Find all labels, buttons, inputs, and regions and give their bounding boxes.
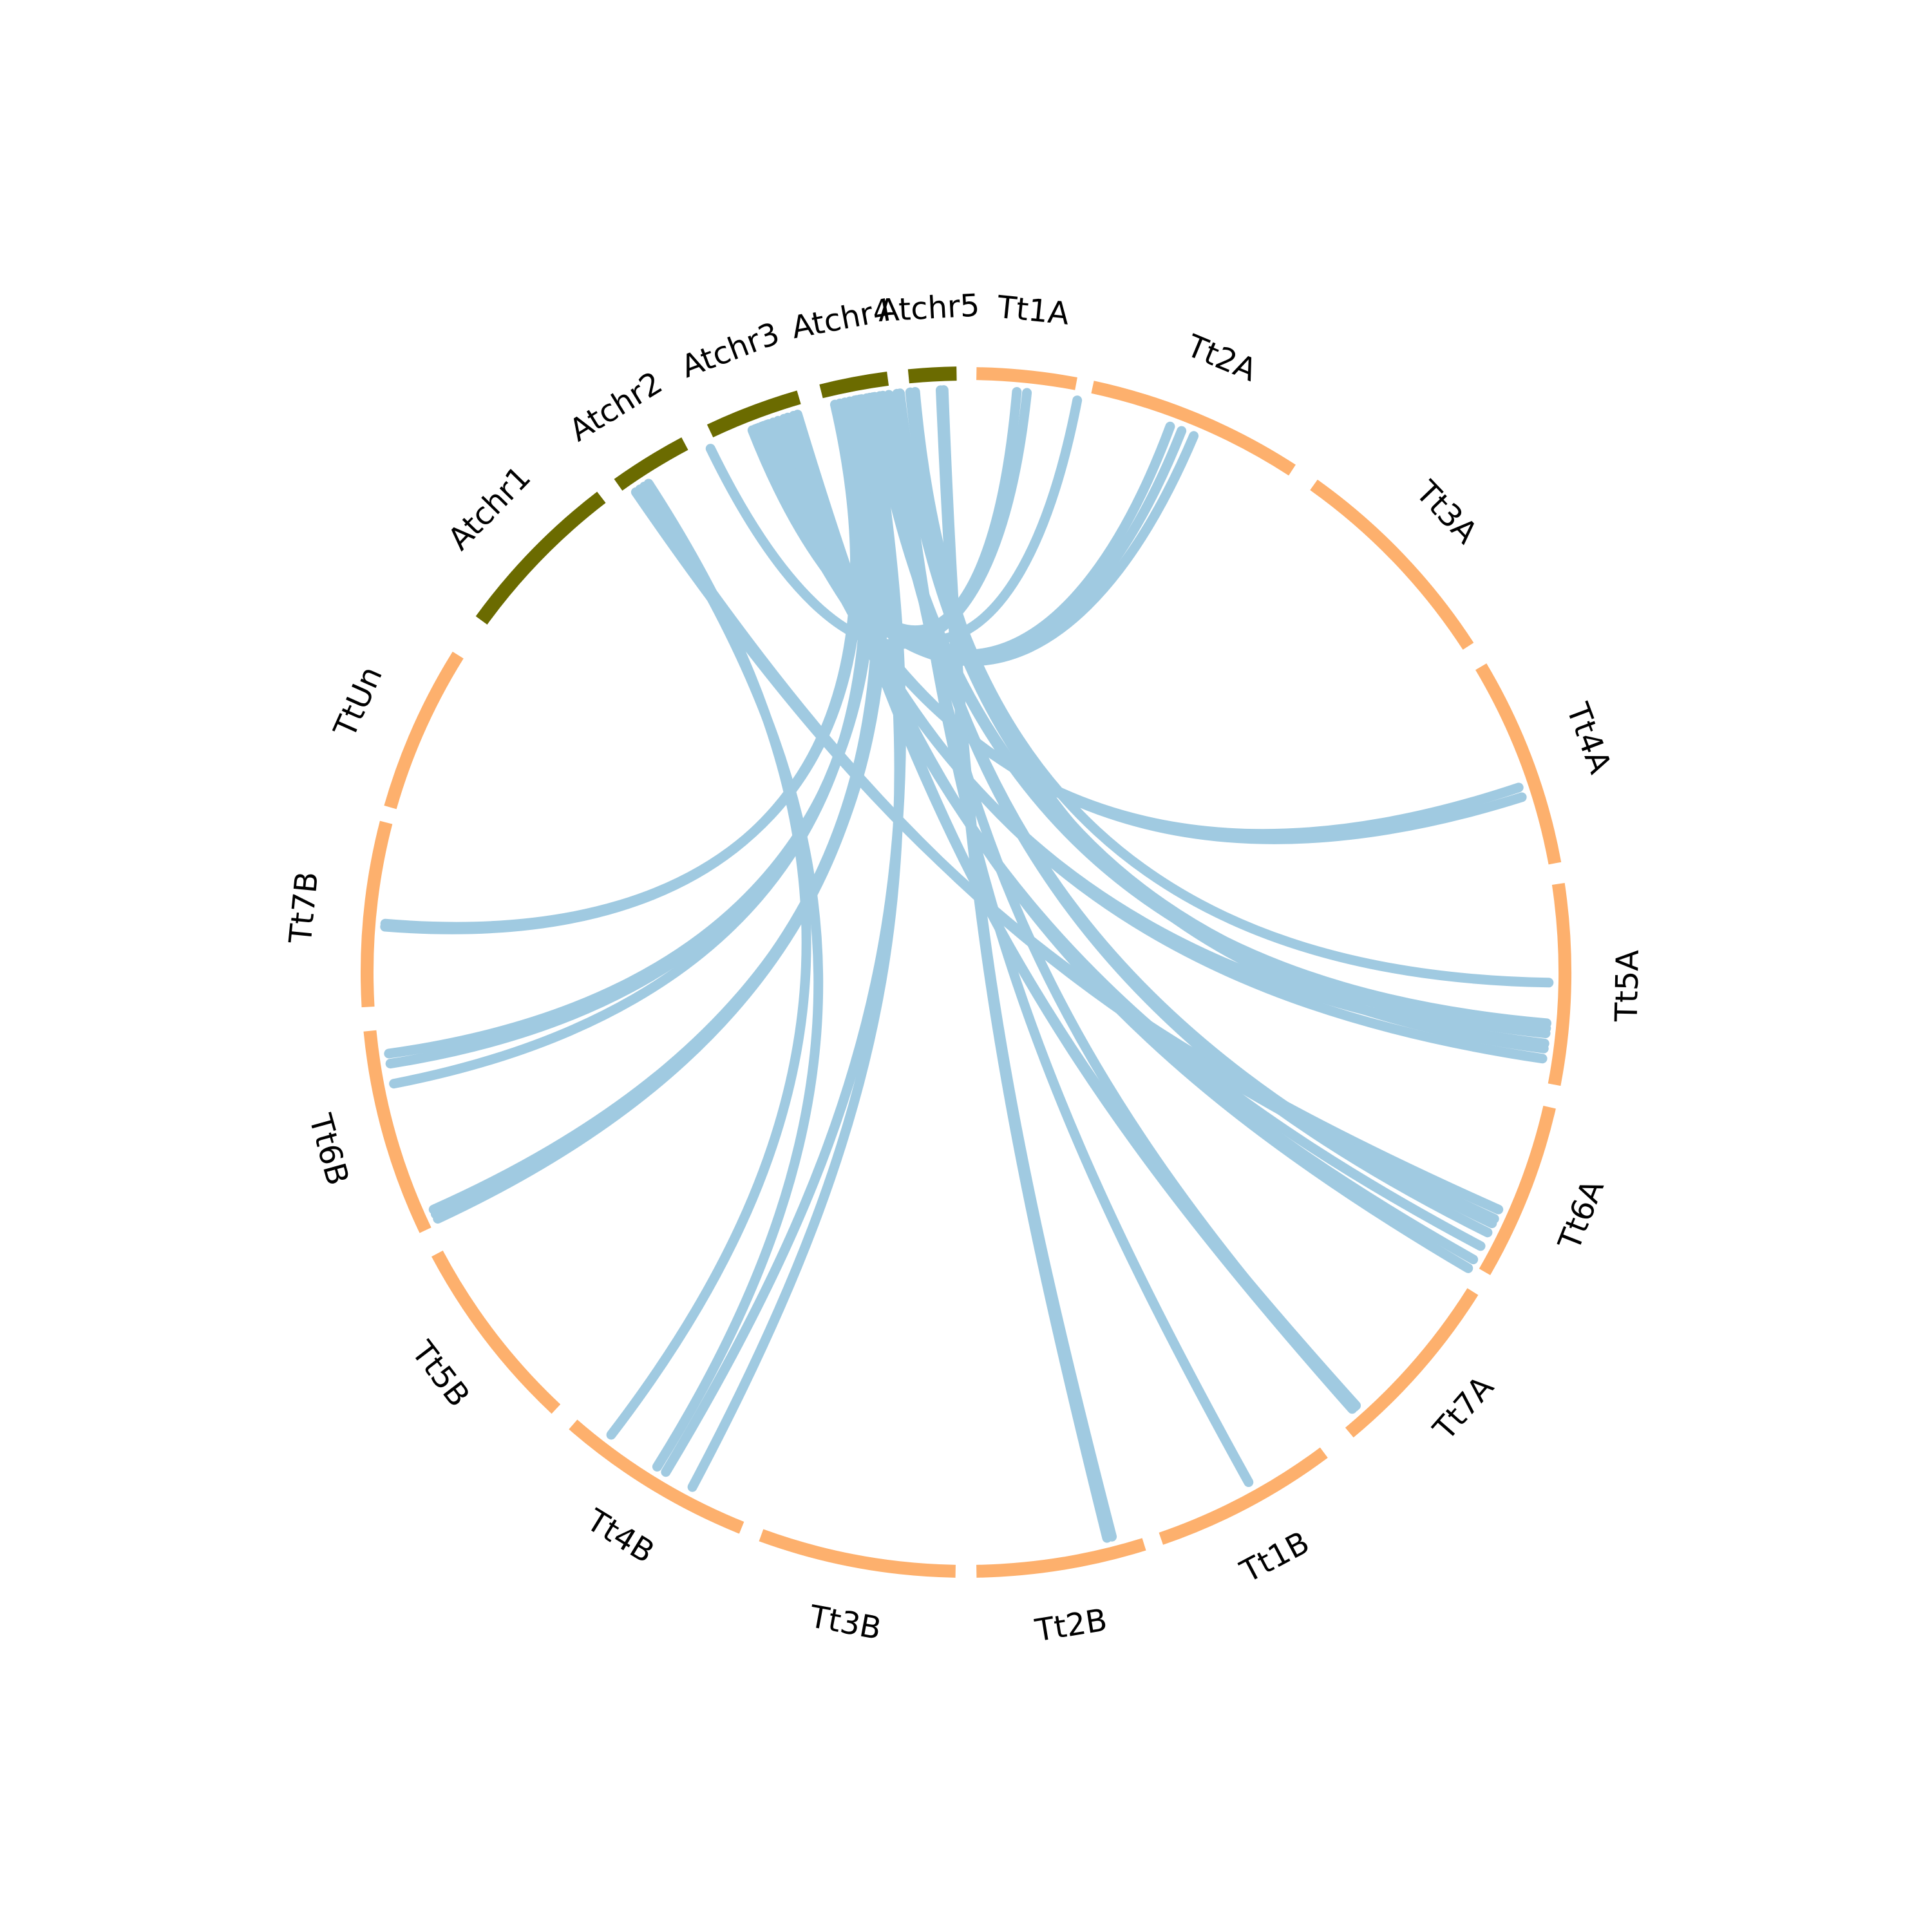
segment-Atchr5 [907, 366, 957, 384]
link-28 [661, 392, 907, 1477]
chromosome-ring [361, 366, 1571, 1578]
label-Atchr1: Atchr1 [441, 459, 538, 557]
label-TtUn: TtUn [327, 661, 390, 744]
label-Tt1B: Tt1B [1234, 1524, 1315, 1590]
label-Atchr2: Atchr2 [564, 365, 669, 449]
label-Tt7B: Tt7B [283, 870, 326, 946]
label-Tt3B: Tt3B [806, 1598, 884, 1647]
label-Atchr3: Atchr3 [676, 316, 784, 385]
label-Tt5A: Tt5A [1609, 949, 1646, 1023]
label-Tt2A: Tt2A [1181, 328, 1262, 389]
link-18 [639, 481, 824, 1472]
links-layer [380, 385, 1554, 1543]
segment-Tt3B [759, 1529, 956, 1578]
link-39 [938, 385, 1117, 1542]
segment-Tt2B [976, 1538, 1146, 1578]
segment-Tt4B [569, 1419, 744, 1534]
label-Atchr5: Atchr5 [877, 287, 981, 329]
label-Tt3A: Tt3A [1408, 473, 1484, 551]
segment-Atchr2 [614, 437, 688, 491]
segment-Atchr1 [475, 491, 606, 625]
segment-Tt6B [363, 1030, 431, 1233]
label-Tt2B: Tt2B [1032, 1602, 1110, 1649]
segment-Tt3A [1310, 479, 1474, 650]
segment-Atchr4 [819, 372, 889, 399]
label-Tt4B: Tt4B [580, 1502, 660, 1571]
segment-Tt5A [1548, 883, 1571, 1086]
segment-Tt5B [431, 1250, 561, 1414]
label-Tt4A: Tt4A [1559, 698, 1618, 779]
segment-Tt7A [1345, 1288, 1479, 1438]
segment-Tt4A [1475, 663, 1562, 865]
segment-Tt1B [1159, 1447, 1328, 1545]
link-34 [892, 388, 1254, 1488]
link-37 [910, 386, 1549, 1054]
segment-Tt7B [361, 820, 393, 1008]
segment-Atchr3 [706, 390, 801, 438]
segment-Tt2A [1091, 381, 1296, 476]
label-Tt5B: Tt5B [404, 1334, 477, 1414]
link-20 [380, 398, 864, 932]
label-Tt6A: Tt6A [1551, 1175, 1611, 1255]
segment-Tt1A [976, 367, 1077, 390]
segment-TtUn [384, 651, 464, 810]
segment-Tt6A [1479, 1105, 1556, 1275]
label-Tt1A: Tt1A [995, 289, 1071, 332]
label-Tt6B: Tt6B [301, 1110, 355, 1189]
label-Tt7A: Tt7A [1426, 1369, 1501, 1448]
